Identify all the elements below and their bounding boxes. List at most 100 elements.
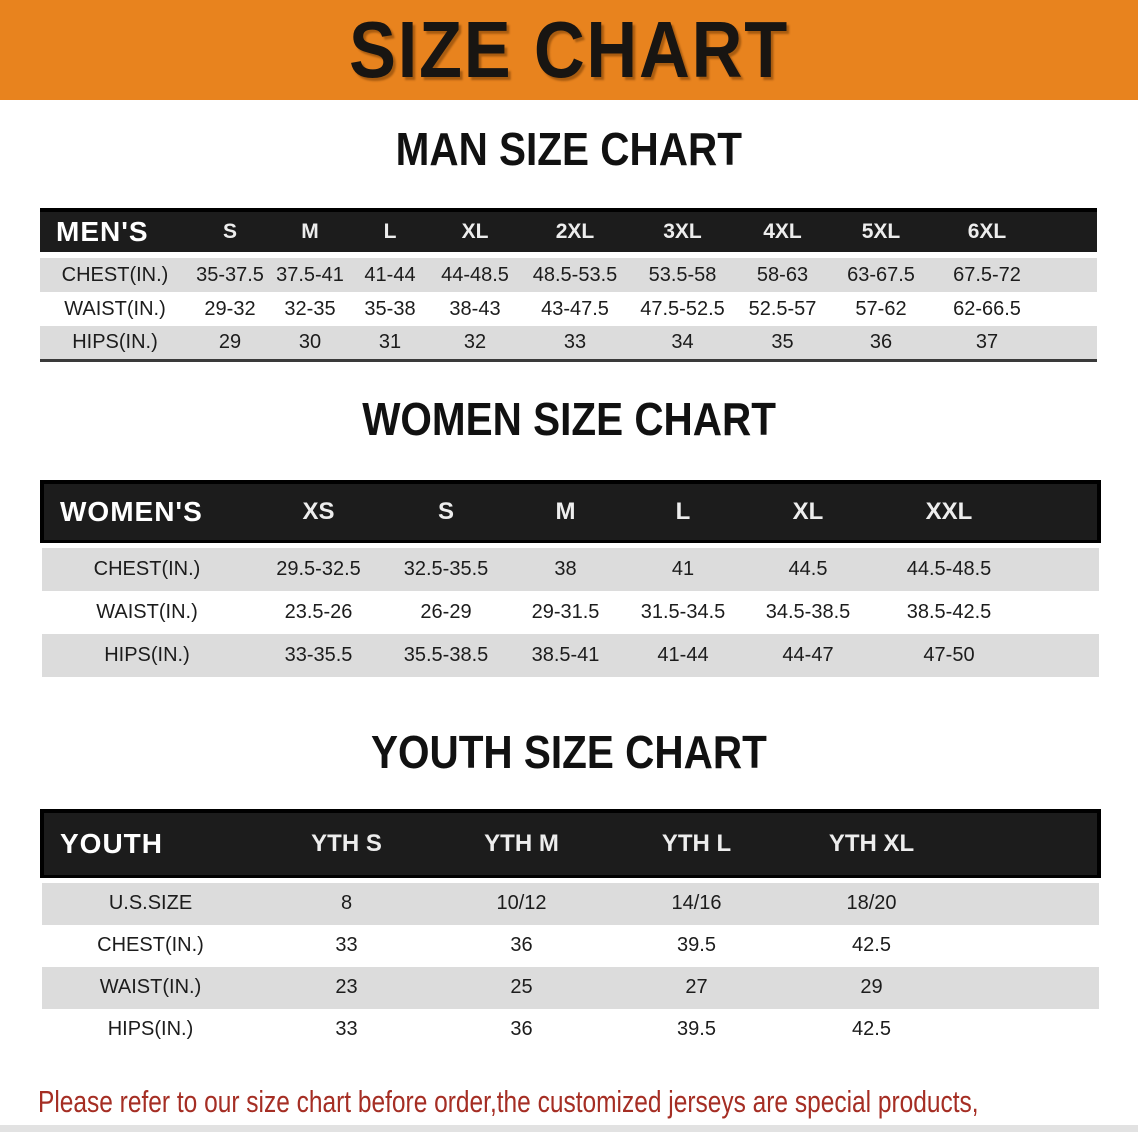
row-spacer: [42, 876, 1099, 883]
row-label: HIPS(IN.): [42, 1008, 259, 1051]
men-section-heading: MAN SIZE CHART: [0, 126, 1138, 184]
table-row: WAIST(IN.) 29-32 32-35 35-38 38-43 43-47…: [40, 292, 1097, 326]
row-label: HIPS(IN.): [42, 633, 252, 677]
value-cell: 31.5-34.5: [624, 590, 742, 634]
table-row: U.S.SIZE 8 10/12 14/16 18/20: [42, 882, 1099, 925]
value-cell: 33-35.5: [252, 633, 385, 677]
size-col-header: 2XL: [520, 208, 630, 252]
value-cell: 62-66.5: [932, 292, 1042, 326]
value-cell: 26-29: [385, 590, 507, 634]
youth-group-label: YOUTH: [40, 808, 259, 878]
value-cell: 27: [609, 966, 784, 1009]
youth-header-row: YOUTH YTH S YTH M YTH L YTH XL: [40, 808, 1101, 878]
value-cell: 31: [350, 326, 430, 360]
size-col-header: 4XL: [735, 208, 830, 252]
men-group-label: MEN'S: [40, 208, 190, 252]
size-col-header: 6XL: [932, 208, 1042, 252]
value-filler: [1024, 590, 1099, 634]
value-cell: 29-31.5: [507, 590, 624, 634]
value-cell: 35-38: [350, 292, 430, 326]
value-cell: 38: [507, 547, 624, 591]
header-filler: [959, 808, 1101, 878]
value-cell: 48.5-53.5: [520, 258, 630, 292]
value-cell: 34.5-38.5: [742, 590, 874, 634]
value-cell: 29: [190, 326, 270, 360]
row-label: WAIST(IN.): [40, 292, 190, 326]
men-header-row: MEN'S S M L XL 2XL 3XL 4XL 5XL 6XL: [40, 208, 1097, 252]
size-col-header: YTH M: [434, 808, 609, 878]
size-col-header: XXL: [874, 479, 1024, 543]
value-cell: 37.5-41: [270, 258, 350, 292]
value-cell: 29.5-32.5: [252, 547, 385, 591]
value-cell: 53.5-58: [630, 258, 735, 292]
value-cell: 23: [259, 966, 434, 1009]
table-row: WAIST(IN.) 23 25 27 29: [42, 966, 1099, 1009]
value-filler: [1042, 326, 1097, 360]
value-cell: 29-32: [190, 292, 270, 326]
value-cell: 39.5: [609, 1008, 784, 1051]
value-cell: 36: [434, 1008, 609, 1051]
value-filler: [959, 882, 1099, 925]
value-cell: 36: [830, 326, 932, 360]
size-col-header: 3XL: [630, 208, 735, 252]
value-cell: 8: [259, 882, 434, 925]
women-section-heading: WOMEN SIZE CHART: [0, 396, 1138, 454]
value-cell: 63-67.5: [830, 258, 932, 292]
table-row: CHEST(IN.) 29.5-32.5 32.5-35.5 38 41 44.…: [42, 547, 1099, 591]
header-filler: [1024, 479, 1101, 543]
size-col-header: YTH XL: [784, 808, 959, 878]
table-row: WAIST(IN.) 23.5-26 26-29 29-31.5 31.5-34…: [42, 590, 1099, 634]
size-col-header: M: [507, 479, 624, 543]
value-filler: [1024, 547, 1099, 591]
value-filler: [1024, 633, 1099, 677]
value-cell: 38-43: [430, 292, 520, 326]
value-cell: 38.5-41: [507, 633, 624, 677]
value-cell: 33: [520, 326, 630, 360]
size-col-header: YTH L: [609, 808, 784, 878]
row-label: HIPS(IN.): [40, 326, 190, 360]
size-col-header: XS: [252, 479, 385, 543]
value-cell: 10/12: [434, 882, 609, 925]
value-cell: 58-63: [735, 258, 830, 292]
policy-line-1: Please refer to our size chart before or…: [38, 1083, 979, 1119]
value-cell: 44-48.5: [430, 258, 520, 292]
row-label: CHEST(IN.): [42, 547, 252, 591]
value-cell: 42.5: [784, 1008, 959, 1051]
value-cell: 47.5-52.5: [630, 292, 735, 326]
value-cell: 30: [270, 326, 350, 360]
value-cell: 33: [259, 1008, 434, 1051]
size-chart-banner: SIZE CHART: [0, 0, 1138, 100]
women-group-label: WOMEN'S: [40, 479, 252, 543]
value-cell: 32.5-35.5: [385, 547, 507, 591]
value-filler: [959, 1008, 1099, 1051]
row-label: WAIST(IN.): [42, 966, 259, 1009]
value-cell: 33: [259, 924, 434, 967]
size-col-header: S: [190, 208, 270, 252]
row-spacer: [42, 541, 1099, 548]
value-cell: 36: [434, 924, 609, 967]
youth-section-heading: YOUTH SIZE CHART: [0, 729, 1138, 787]
women-heading-text: WOMEN SIZE CHART: [362, 392, 776, 445]
header-filler: [1042, 208, 1097, 252]
value-cell: 14/16: [609, 882, 784, 925]
value-cell: 29: [784, 966, 959, 1009]
value-cell: 32: [430, 326, 520, 360]
value-cell: 42.5: [784, 924, 959, 967]
value-cell: 32-35: [270, 292, 350, 326]
size-col-header: YTH S: [259, 808, 434, 878]
value-cell: 57-62: [830, 292, 932, 326]
value-cell: 41-44: [350, 258, 430, 292]
women-header-row: WOMEN'S XS S M L XL XXL: [40, 479, 1101, 543]
value-cell: 41-44: [624, 633, 742, 677]
row-label: CHEST(IN.): [42, 924, 259, 967]
row-label: CHEST(IN.): [40, 258, 190, 292]
table-row: CHEST(IN.) 33 36 39.5 42.5: [42, 924, 1099, 967]
value-cell: 44.5: [742, 547, 874, 591]
size-col-header: XL: [742, 479, 874, 543]
value-cell: 38.5-42.5: [874, 590, 1024, 634]
value-cell: 52.5-57: [735, 292, 830, 326]
men-size-table: MEN'S S M L XL 2XL 3XL 4XL 5XL 6XL CHEST…: [40, 208, 1097, 362]
value-filler: [959, 924, 1099, 967]
table-row: HIPS(IN.) 29 30 31 32 33 34 35 36 37: [40, 326, 1097, 360]
